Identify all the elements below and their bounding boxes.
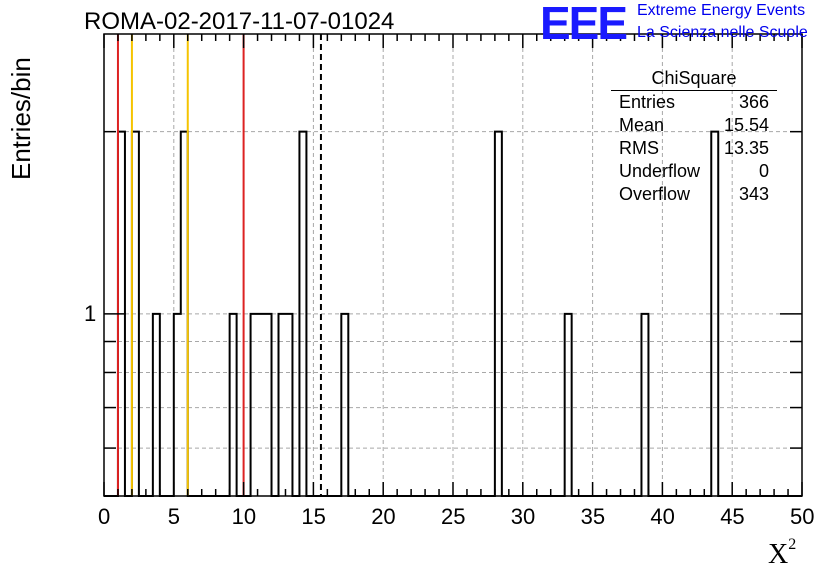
x-tick-label: 25 xyxy=(441,504,466,529)
x-tick-label: 0 xyxy=(98,504,111,529)
stats-value: 15.54 xyxy=(723,115,769,135)
chart-title: ROMA-02-2017-11-07-01024 xyxy=(84,8,395,35)
stats-value: 343 xyxy=(738,184,769,204)
reference-lines xyxy=(116,34,322,496)
x-axis-label-text: X xyxy=(768,539,789,570)
axes xyxy=(103,33,803,497)
x-tick-label: 15 xyxy=(301,504,326,529)
x-tick-label: 10 xyxy=(231,504,257,529)
stats-label: Entries xyxy=(619,92,676,112)
stats-label: Underflow xyxy=(619,161,701,181)
histogram xyxy=(104,130,802,497)
x-tick-label: 50 xyxy=(790,504,815,529)
x-tick-label: 5 xyxy=(167,504,181,529)
stats-label: Mean xyxy=(619,115,665,135)
x-axis-label-superscript: 2 xyxy=(788,536,797,553)
stats-label: Overflow xyxy=(619,184,691,204)
histogram-outline xyxy=(104,130,802,497)
logo-line-2: La Scienza nelle Scuole xyxy=(637,24,808,41)
stats-value: 366 xyxy=(738,92,769,112)
stats-box: ChiSquare Entries 366 Mean 15.54 RMS 13.35 … xyxy=(611,66,777,206)
x-axis-label: X2 xyxy=(768,536,796,571)
eee-logo: EEE xyxy=(540,0,628,49)
stats-label: RMS xyxy=(619,138,659,158)
stats-value: 0 xyxy=(758,161,769,181)
y-tick-label: 1 xyxy=(84,300,97,326)
stats-row: Overflow 343 xyxy=(611,183,777,206)
stats-row: Mean 15.54 xyxy=(611,114,777,137)
logo-line-1: Extreme Energy Events xyxy=(637,2,806,19)
grid-lines xyxy=(104,34,802,496)
x-tick-label: 40 xyxy=(650,504,675,529)
stats-value: 13.35 xyxy=(723,138,769,158)
x-tick-label: 30 xyxy=(510,504,536,529)
y-axis-label: Entries/bin xyxy=(6,57,36,180)
x-tick-label: 20 xyxy=(371,504,396,529)
x-tick-label: 45 xyxy=(720,504,745,529)
stats-row: Underflow 0 xyxy=(611,160,777,183)
stats-row: RMS 13.35 xyxy=(611,137,777,160)
stats-title: ChiSquare xyxy=(611,66,777,91)
x-tick-label: 35 xyxy=(580,504,606,529)
stats-row: Entries 366 xyxy=(611,91,777,114)
